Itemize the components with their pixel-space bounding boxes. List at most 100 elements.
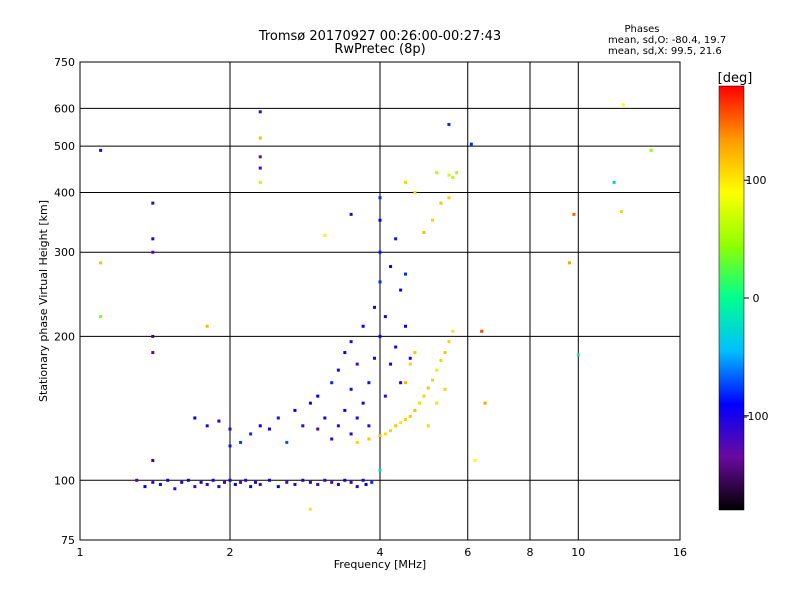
- data-point: [417, 401, 421, 405]
- data-point: [473, 458, 477, 462]
- data-point: [403, 180, 407, 184]
- data-point: [217, 485, 221, 489]
- x-tick-label: 10: [571, 546, 585, 559]
- data-point: [355, 485, 359, 489]
- data-point: [480, 329, 484, 333]
- data-point: [249, 485, 253, 489]
- stats-o-line: mean, sd,O: -80.4, 19.7: [608, 35, 726, 46]
- data-point: [394, 345, 398, 349]
- x-tick-label: 16: [673, 546, 687, 559]
- data-point: [343, 351, 347, 355]
- data-point: [422, 394, 426, 398]
- data-point: [301, 424, 305, 428]
- data-point: [173, 487, 177, 491]
- data-point: [413, 351, 417, 355]
- data-point: [408, 362, 412, 366]
- data-point: [276, 416, 280, 420]
- y-tick-label: 500: [54, 140, 75, 153]
- data-point: [99, 261, 103, 265]
- data-point: [158, 482, 162, 486]
- data-point: [389, 429, 393, 433]
- data-point: [336, 424, 340, 428]
- data-point: [422, 230, 426, 234]
- x-tick-label: 2: [227, 546, 234, 559]
- data-point: [567, 261, 571, 265]
- data-point: [330, 480, 334, 484]
- data-point: [249, 432, 253, 436]
- y-tick-label: 400: [54, 186, 75, 199]
- data-point: [408, 356, 412, 360]
- data-point: [399, 381, 403, 385]
- data-point: [367, 424, 371, 428]
- data-point: [217, 419, 221, 423]
- y-tick-label: 75: [61, 534, 75, 547]
- data-point: [469, 142, 473, 146]
- data-point: [336, 368, 340, 372]
- chart-subtitle: RwPretec (8p): [334, 42, 425, 57]
- colorbar-label: [deg]: [718, 71, 753, 86]
- data-point: [378, 218, 382, 222]
- data-point: [378, 434, 382, 438]
- data-point: [355, 440, 359, 444]
- stats-heading: Phases: [624, 24, 659, 35]
- data-point: [619, 210, 623, 214]
- data-point: [394, 237, 398, 241]
- data-point: [378, 196, 382, 200]
- data-point: [408, 414, 412, 418]
- data-point: [293, 482, 297, 486]
- data-point: [383, 394, 387, 398]
- x-axis-label: Frequency [MHz]: [334, 558, 426, 571]
- data-point: [349, 212, 353, 216]
- data-point: [135, 478, 139, 482]
- data-point: [378, 334, 382, 338]
- data-point: [223, 480, 227, 484]
- data-point: [649, 148, 653, 152]
- data-point: [267, 478, 271, 482]
- data-point: [443, 387, 447, 391]
- data-point: [439, 201, 443, 205]
- y-tick-label: 750: [54, 56, 75, 69]
- data-point: [361, 324, 365, 328]
- x-tick-label: 4: [377, 546, 384, 559]
- data-points: [99, 103, 653, 511]
- data-point: [367, 381, 371, 385]
- data-point: [258, 155, 262, 159]
- y-axis-ticks: 75 100 200 300 400 500 600 750: [54, 56, 75, 547]
- data-point: [435, 368, 439, 372]
- data-point: [211, 478, 215, 482]
- data-point: [205, 424, 209, 428]
- data-point: [483, 401, 487, 405]
- data-point: [233, 482, 237, 486]
- data-point: [151, 351, 155, 355]
- data-point: [349, 387, 353, 391]
- data-point: [151, 250, 155, 254]
- data-point: [349, 340, 353, 344]
- y-axis-label: Stationary phase Virtual Height [km]: [37, 200, 50, 402]
- data-point: [205, 482, 209, 486]
- data-point: [378, 250, 382, 254]
- x-tick-label: 6: [464, 546, 471, 559]
- data-point: [378, 468, 382, 472]
- data-point: [413, 408, 417, 412]
- data-point: [389, 265, 393, 269]
- data-point: [151, 480, 155, 484]
- data-point: [316, 482, 320, 486]
- data-point: [253, 480, 257, 484]
- data-point: [193, 416, 197, 420]
- stats-x-line: mean, sd,X: 99.5, 21.6: [608, 46, 722, 57]
- data-point: [361, 401, 365, 405]
- data-point: [447, 173, 451, 177]
- data-point: [166, 478, 170, 482]
- y-tick-label: 600: [54, 102, 75, 115]
- data-point: [99, 148, 103, 152]
- colorbar: [718, 85, 745, 511]
- y-tick-label: 200: [54, 330, 75, 343]
- data-point: [435, 401, 439, 405]
- data-point: [323, 416, 327, 420]
- data-point: [349, 432, 353, 436]
- data-point: [364, 482, 368, 486]
- data-point: [413, 190, 417, 194]
- chart-title: Tromsø 20170927 00:26:00-00:27:43: [258, 29, 501, 44]
- data-point: [399, 421, 403, 425]
